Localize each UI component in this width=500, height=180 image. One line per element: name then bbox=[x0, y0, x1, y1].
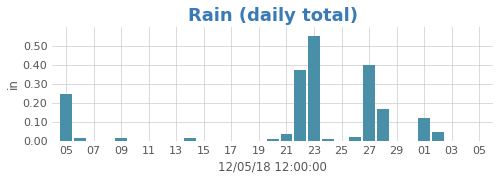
Bar bbox=[116, 138, 127, 141]
Bar bbox=[418, 118, 430, 141]
Bar bbox=[267, 139, 278, 141]
Bar bbox=[294, 70, 306, 141]
Bar bbox=[350, 137, 361, 141]
Title: Rain (daily total): Rain (daily total) bbox=[188, 7, 358, 25]
X-axis label: 12/05/18 12:00:00: 12/05/18 12:00:00 bbox=[218, 160, 327, 173]
Bar bbox=[432, 132, 444, 141]
Bar bbox=[322, 139, 334, 141]
Bar bbox=[60, 94, 72, 141]
Bar bbox=[280, 134, 292, 141]
Y-axis label: in: in bbox=[7, 78, 20, 89]
Bar bbox=[377, 109, 388, 141]
Bar bbox=[363, 65, 375, 141]
Bar bbox=[184, 138, 196, 141]
Bar bbox=[308, 36, 320, 141]
Bar bbox=[74, 138, 86, 141]
